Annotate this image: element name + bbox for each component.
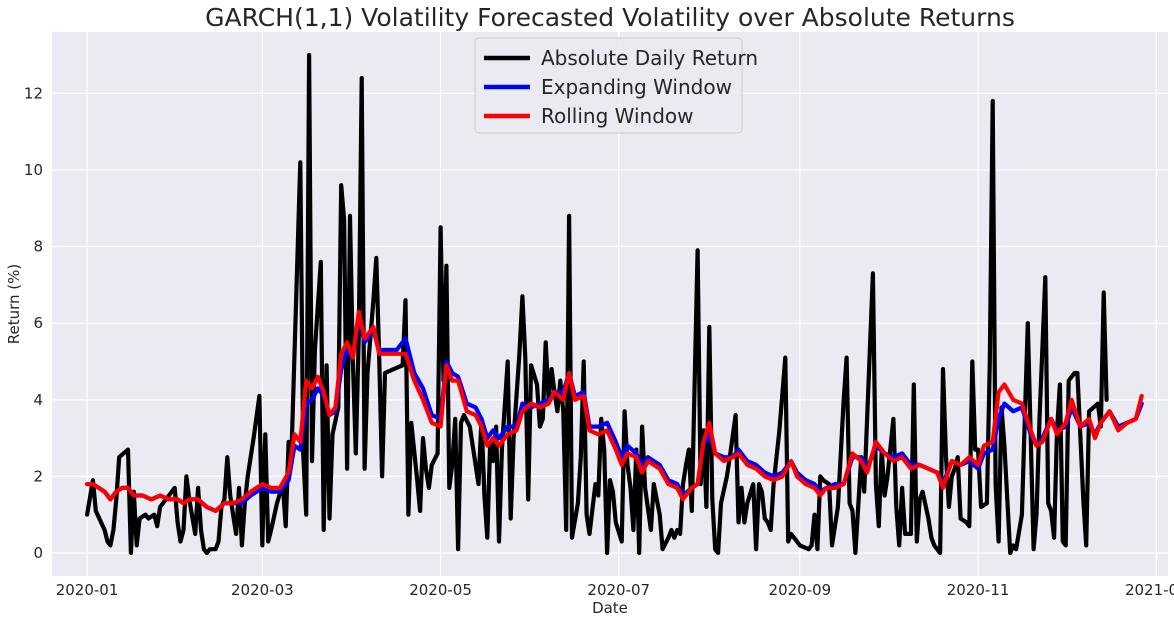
legend: Absolute Daily Return Expanding Window Rol… <box>474 37 758 134</box>
legend-label-rolling-window: Rolling Window <box>541 104 694 128</box>
x-axis-ticks: 2020-01 2020-03 2020-05 2020-07 2020-09 2020-… <box>56 581 1174 599</box>
legend-label-expanding-window: Expanding Window <box>541 75 732 99</box>
series-layer <box>85 52 1144 556</box>
chart-title: GARCH(1,1) Volatility Forecasted Volatil… <box>205 3 1015 32</box>
x-tick-label: 2021-01 <box>1125 581 1174 599</box>
y-tick-label: 8 <box>33 238 43 256</box>
y-tick-label: 0 <box>33 544 43 562</box>
series-line-rolling-window <box>85 309 1144 513</box>
y-tick-label: 10 <box>24 161 43 179</box>
x-tick-label: 2020-09 <box>769 581 832 599</box>
y-tick-label: 12 <box>24 84 43 102</box>
legend-label-absolute-daily-return: Absolute Daily Return <box>541 46 758 70</box>
x-tick-label: 2020-03 <box>231 581 294 599</box>
x-axis-label: Date <box>592 599 628 617</box>
legend-box <box>474 37 743 134</box>
y-tick-label: 4 <box>33 391 43 409</box>
y-axis-ticks: 0 2 4 6 8 10 12 <box>24 84 43 562</box>
y-tick-label: 2 <box>33 467 43 485</box>
x-tick-label: 2020-01 <box>56 581 119 599</box>
y-axis-label: Return (%) <box>5 264 23 345</box>
y-tick-label: 6 <box>33 314 43 332</box>
x-tick-label: 2020-05 <box>409 581 472 599</box>
x-tick-label: 2020-07 <box>587 581 650 599</box>
x-tick-label: 2020-11 <box>947 581 1010 599</box>
